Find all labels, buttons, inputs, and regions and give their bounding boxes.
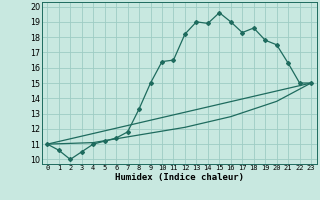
- X-axis label: Humidex (Indice chaleur): Humidex (Indice chaleur): [115, 173, 244, 182]
